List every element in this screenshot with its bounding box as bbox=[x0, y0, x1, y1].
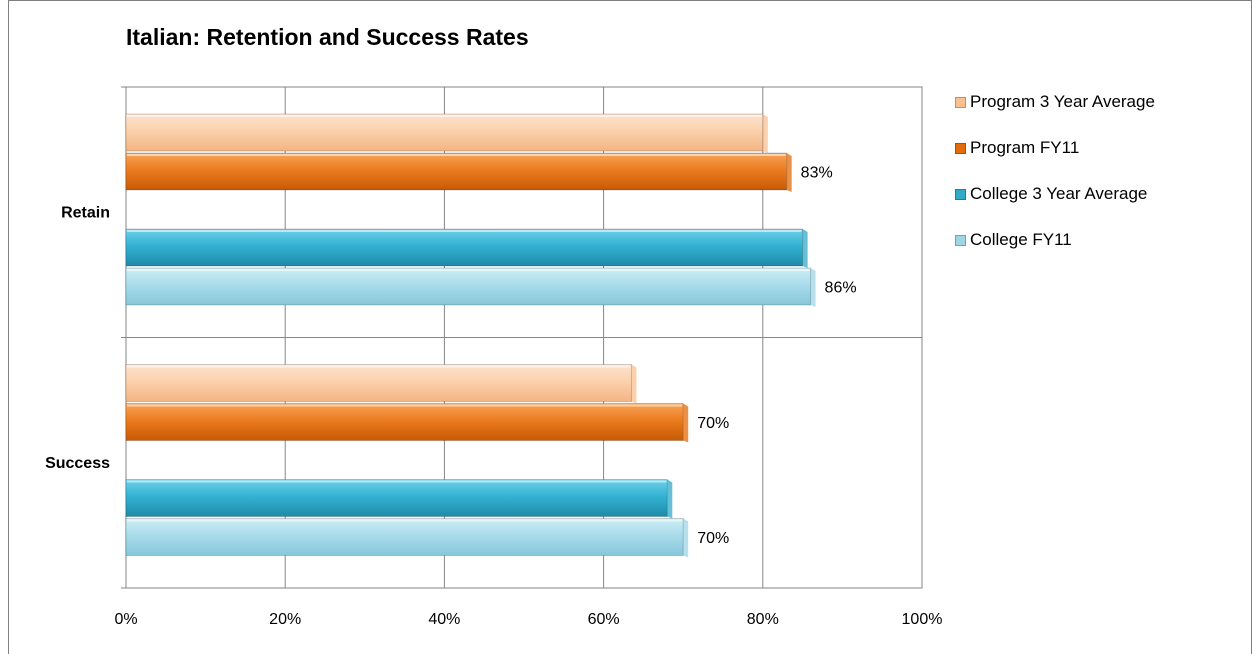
bar bbox=[125, 267, 816, 307]
bar-face bbox=[125, 113, 764, 152]
bar-face bbox=[125, 152, 788, 191]
bar-side bbox=[631, 364, 637, 404]
x-tick-label: 60% bbox=[588, 611, 620, 628]
category-label: Success bbox=[45, 455, 110, 472]
bar-face bbox=[125, 228, 804, 267]
x-tick-label: 100% bbox=[902, 611, 943, 628]
bar-face bbox=[125, 267, 812, 306]
x-tick-label: 20% bbox=[269, 611, 301, 628]
legend-item: College 3 Year Average bbox=[955, 182, 1155, 206]
bar bbox=[125, 403, 689, 443]
legend-swatch bbox=[955, 234, 966, 246]
x-tick-label: 0% bbox=[114, 611, 137, 628]
bar-face bbox=[125, 518, 684, 556]
bar-side bbox=[802, 229, 808, 268]
legend-label: Program 3 Year Average bbox=[970, 92, 1155, 111]
legend-swatch bbox=[955, 188, 966, 200]
bar-face bbox=[125, 364, 632, 402]
bar-face bbox=[125, 403, 684, 441]
bar-side bbox=[667, 479, 673, 519]
bar bbox=[125, 228, 808, 268]
legend: Program 3 Year Average Program FY11 Colleg… bbox=[955, 90, 1155, 274]
data-label: 86% bbox=[825, 280, 857, 297]
category-label: Retain bbox=[61, 204, 110, 221]
data-label: 70% bbox=[697, 530, 729, 547]
bar bbox=[125, 518, 689, 558]
data-label: 70% bbox=[697, 415, 729, 432]
bar-side bbox=[683, 403, 689, 443]
legend-swatch bbox=[955, 142, 966, 154]
bar bbox=[125, 479, 673, 519]
legend-label: College FY11 bbox=[970, 230, 1072, 249]
legend-label: Program FY11 bbox=[970, 138, 1080, 157]
bar-side bbox=[786, 153, 792, 192]
bar-side bbox=[762, 114, 768, 153]
chart-title: Italian: Retention and Success Rates bbox=[126, 24, 529, 50]
legend-item: College FY11 bbox=[955, 228, 1155, 252]
bar-side bbox=[683, 518, 689, 558]
bar-side bbox=[810, 268, 816, 307]
legend-item: Program 3 Year Average bbox=[955, 90, 1155, 114]
data-label: 83% bbox=[801, 165, 833, 182]
bar bbox=[125, 152, 792, 192]
x-tick-label: 40% bbox=[428, 611, 460, 628]
legend-swatch bbox=[955, 96, 966, 108]
bar bbox=[125, 364, 637, 404]
x-tick-label: 80% bbox=[747, 611, 779, 628]
bar bbox=[125, 113, 768, 153]
legend-item: Program FY11 bbox=[955, 136, 1155, 160]
bar-face bbox=[125, 479, 668, 517]
legend-label: College 3 Year Average bbox=[970, 184, 1148, 203]
